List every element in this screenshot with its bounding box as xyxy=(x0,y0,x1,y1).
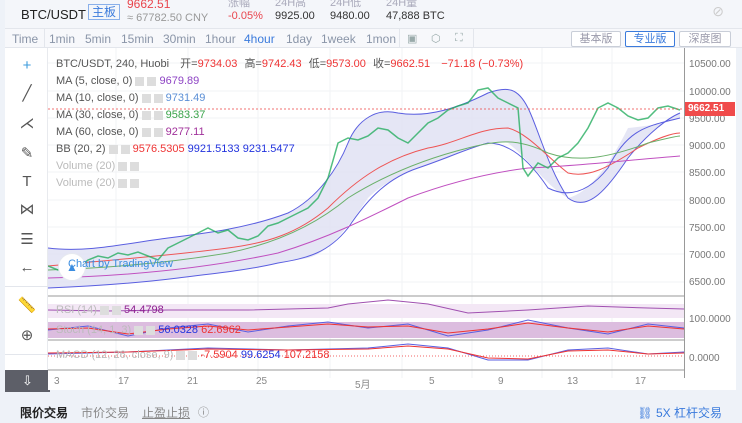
pro-version-button[interactable]: 专业版 xyxy=(625,31,675,47)
tab-5min[interactable]: 5min xyxy=(85,32,112,46)
board-badge: 主板 xyxy=(88,4,121,20)
ticker-header: BTC/USDT 主板 9662.51 ≈ 67782.50 CNY 涨幅 -0.… xyxy=(5,0,742,28)
stat-24h-high: 24H高 9925.00 xyxy=(275,0,315,22)
chart-type-icon[interactable]: ▣ xyxy=(407,33,418,45)
hide-eye-icon[interactable]: ⊘ xyxy=(712,3,724,19)
trade-footer: 限价交易 市价交易 止盈止损 ⓘ ⛓ 5X 杠杆交易 xyxy=(5,398,742,423)
settings-hex-icon[interactable]: ⬡ xyxy=(431,33,441,45)
pitchfork-icon[interactable]: ⋌ xyxy=(19,115,35,132)
cny-price: ≈ 67782.50 CNY xyxy=(127,12,209,24)
pair-name[interactable]: BTC/USDT xyxy=(21,7,86,22)
info-icon[interactable]: ⓘ xyxy=(198,407,209,419)
pattern-icon[interactable]: ⋈ xyxy=(19,201,35,218)
legend-ma30[interactable]: MA (30, close, 0) 9583.37 xyxy=(56,109,206,121)
price-chart[interactable]: BTC/USDT, 240, Huobi 开=9734.03 高=9742.43… xyxy=(48,48,684,390)
fib-icon[interactable]: ☰ xyxy=(20,231,34,248)
collapse-toolbar-button[interactable]: ⇩ xyxy=(5,370,50,392)
text-icon[interactable]: T xyxy=(22,173,32,190)
last-price: 9662.51 xyxy=(127,0,171,11)
stat-change: 涨幅 -0.05% xyxy=(228,0,263,22)
legend-ma60[interactable]: MA (60, close, 0) 9277.11 xyxy=(56,126,205,138)
chart-toolbar: Time 1min 5min 15min 30min 1hour 4hour 1… xyxy=(5,28,742,48)
drawing-toolbar: + ╱ ⋌ ✎ T ⋈ ☰ ← 📏 ⊕ xyxy=(5,48,48,390)
legend-bb[interactable]: BB (20, 2) 9576.5305 9921.5133 9231.5477 xyxy=(56,143,295,155)
ruler-icon[interactable]: 📏 xyxy=(17,297,37,314)
tab-time[interactable]: Time xyxy=(12,32,39,46)
tab-1day[interactable]: 1day xyxy=(286,32,313,46)
legend-volume-1[interactable]: Volume (20) xyxy=(56,160,140,173)
legend-volume-2[interactable]: Volume (20) xyxy=(56,177,140,190)
tab-1mon[interactable]: 1mon xyxy=(366,32,397,46)
stat-24h-volume: 24H量 47,888 BTC xyxy=(386,0,445,22)
tab-4hour[interactable]: 4hour xyxy=(244,32,275,46)
tradingview-logo-icon[interactable]: ▲ xyxy=(58,253,86,281)
tab-1min[interactable]: 1min xyxy=(49,32,76,46)
main-legend[interactable]: BTC/USDT, 240, Huobi 开=9734.03 高=9742.43… xyxy=(56,58,524,70)
trend-line-icon[interactable]: ╱ xyxy=(22,85,32,102)
current-price-tag: 9662.51 xyxy=(685,102,735,116)
tab-limit-order[interactable]: 限价交易 xyxy=(20,406,69,420)
leverage-trade-link[interactable]: ⛓ 5X 杠杆交易 xyxy=(637,406,722,420)
legend-ma10[interactable]: MA (10, close, 0) 9731.49 xyxy=(56,92,206,104)
zoom-in-icon[interactable]: ⊕ xyxy=(20,327,34,344)
legend-rsi[interactable]: RSI (14) 54.4798 xyxy=(56,304,164,316)
legend-stoch[interactable]: Stoch (14, 1, 3) 56.0328 62.6962 xyxy=(56,324,241,336)
tab-15min[interactable]: 15min xyxy=(121,32,154,46)
price-axis[interactable] xyxy=(684,48,742,390)
tab-market-order[interactable]: 市价交易 xyxy=(81,406,130,420)
tradingview-watermark[interactable]: Chart by TradingView xyxy=(68,258,173,270)
brush-icon[interactable]: ✎ xyxy=(20,145,34,162)
tab-stop-loss[interactable]: 止盈止损 xyxy=(142,406,191,420)
stat-24h-low: 24H低 9480.00 xyxy=(330,0,370,22)
fullscreen-icon[interactable]: ⛶ xyxy=(455,32,463,44)
back-arrow-icon[interactable]: ← xyxy=(19,259,35,276)
legend-ma5[interactable]: MA (5, close, 0) 9679.89 xyxy=(56,75,200,87)
tab-30min[interactable]: 30min xyxy=(163,32,196,46)
legend-macd[interactable]: MACD (12, 26, close, 9) -7.5904 99.6254 … xyxy=(56,349,330,361)
crosshair-icon[interactable]: + xyxy=(22,57,32,74)
basic-version-button[interactable]: 基本版 xyxy=(571,31,621,47)
depth-chart-button[interactable]: 深度图 xyxy=(679,31,731,47)
tab-1week[interactable]: 1week xyxy=(321,32,356,46)
tab-1hour[interactable]: 1hour xyxy=(205,32,236,46)
